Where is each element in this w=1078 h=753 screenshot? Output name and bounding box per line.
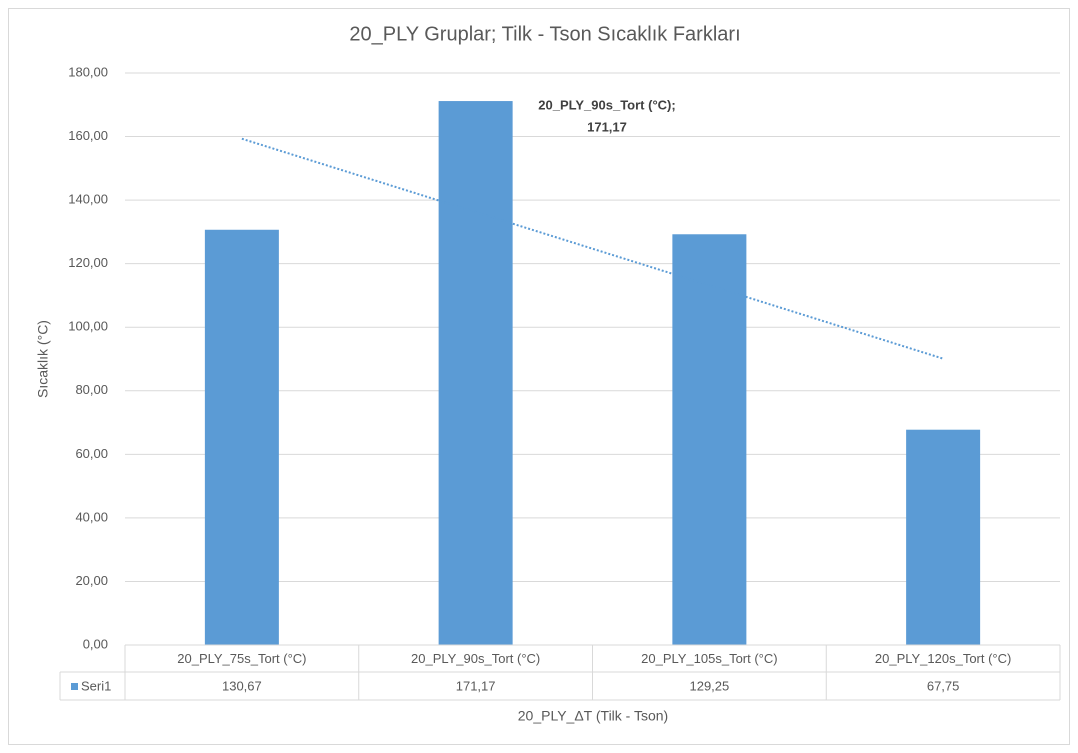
bar [204, 229, 279, 646]
x-tick-label: 20_PLY_120s_Tort (°C) [875, 651, 1011, 666]
data-table-value: 129,25 [689, 678, 729, 693]
y-tick-label: 0,00 [83, 636, 108, 651]
data-table-value: 130,67 [222, 678, 262, 693]
y-tick-label: 140,00 [68, 192, 108, 207]
chart-border [8, 8, 1070, 745]
x-tick-label: 20_PLY_90s_Tort (°C) [411, 651, 540, 666]
x-tick-label: 20_PLY_75s_Tort (°C) [177, 651, 306, 666]
y-tick-label: 160,00 [68, 128, 108, 143]
bar [438, 101, 513, 646]
bar [672, 234, 747, 645]
legend-label: Seri1 [81, 678, 111, 693]
bar [906, 429, 981, 645]
data-table-value: 67,75 [927, 678, 960, 693]
data-table-value: 171,17 [456, 678, 496, 693]
annotation: 20_PLY_90s_Tort (°C); [538, 97, 675, 112]
x-tick-label: 20_PLY_105s_Tort (°C) [641, 651, 777, 666]
y-tick-label: 40,00 [75, 509, 108, 524]
y-tick-label: 80,00 [75, 382, 108, 397]
chart-title: 20_PLY Gruplar; Tilk - Tson Sıcaklık Far… [349, 23, 740, 45]
y-tick-label: 120,00 [68, 255, 108, 270]
y-axis-title: Sıcaklık (°C) [35, 320, 51, 398]
annotation: 171,17 [587, 119, 627, 134]
y-tick-label: 20,00 [75, 573, 108, 588]
y-tick-label: 60,00 [75, 446, 108, 461]
x-axis-title: 20_PLY_ΔT (Tilk - Tson) [518, 708, 668, 724]
y-tick-label: 180,00 [68, 64, 108, 79]
y-tick-label: 100,00 [68, 319, 108, 334]
trendline [241, 137, 944, 360]
legend-swatch [71, 683, 78, 690]
